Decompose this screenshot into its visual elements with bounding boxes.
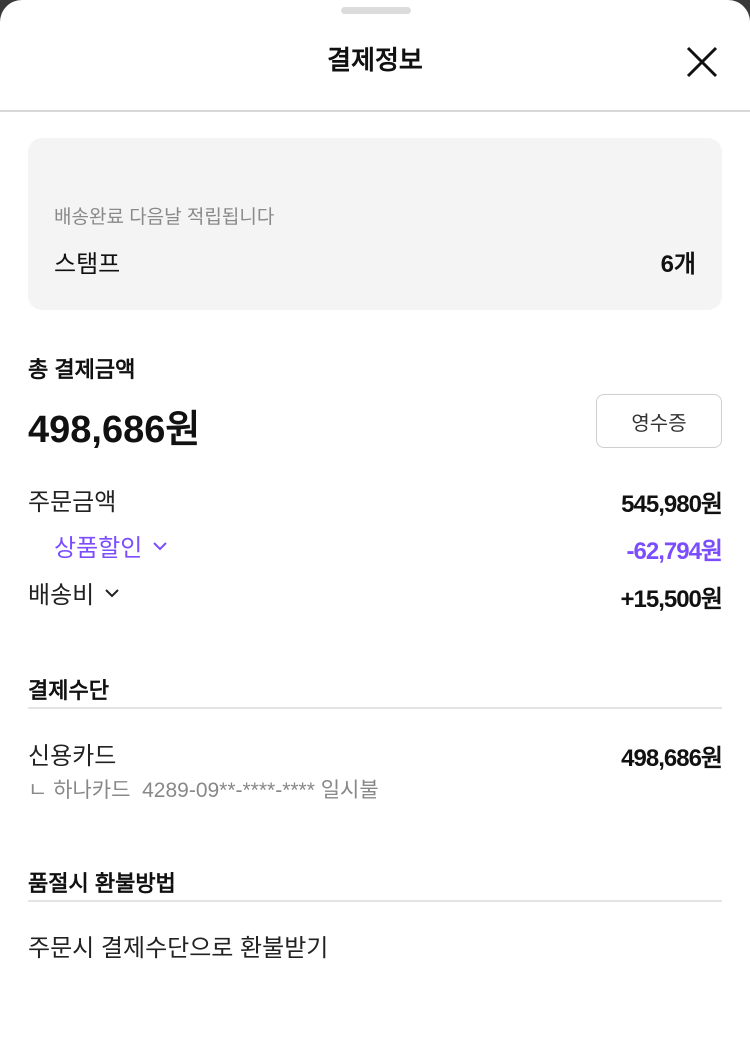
- payment-amount: 498,686원: [621, 745, 723, 772]
- refund-title: 품절시 환불방법: [28, 871, 176, 896]
- discount-label: 상품할인: [54, 535, 143, 562]
- total-label: 총 결제금액: [28, 357, 136, 382]
- close-icon[interactable]: [684, 44, 720, 80]
- card-detail: ㄴ 하나카드 4289-09**-****-**** 일시불: [28, 779, 379, 802]
- refund-method-text: 주문시 결제수단으로 환불받기: [28, 935, 329, 962]
- payment-method-text: 신용카드: [28, 743, 117, 770]
- drag-handle[interactable]: [341, 7, 411, 14]
- refund-method: 주문시 결제수단으로 환불받기: [28, 928, 328, 963]
- total-amount: 498,686원: [28, 409, 201, 451]
- payment-divider: [28, 707, 722, 709]
- chevron-down-icon: [153, 541, 168, 550]
- order-amount-value: 545,980원: [621, 491, 723, 518]
- shipping-label: 배송비: [28, 582, 95, 609]
- shipping-value: +15,500원: [620, 586, 723, 613]
- discount-value: -62,794원: [626, 538, 723, 565]
- order-amount-text: 주문금액: [28, 489, 117, 516]
- page-title: 결제정보: [327, 45, 423, 75]
- stamp-count: 6개: [660, 251, 696, 278]
- stamp-label: 스탬프: [54, 251, 121, 278]
- refund-divider: [28, 900, 722, 902]
- chevron-down-icon: [105, 588, 119, 597]
- receipt-button[interactable]: 영수증: [596, 394, 722, 448]
- order-amount-label: 주문금액: [28, 482, 116, 517]
- shipping-toggle[interactable]: 배송비: [28, 575, 120, 610]
- stamp-note: 배송완료 다음날 적립됩니다: [54, 207, 275, 228]
- discount-toggle[interactable]: 상품할인: [54, 528, 168, 563]
- header-divider: [0, 110, 750, 112]
- payment-method-name: 신용카드: [28, 736, 116, 771]
- payment-method-title: 결제수단: [28, 678, 109, 703]
- stamp-card: 배송완료 다음날 적립됩니다 스탬프 6개: [28, 138, 722, 310]
